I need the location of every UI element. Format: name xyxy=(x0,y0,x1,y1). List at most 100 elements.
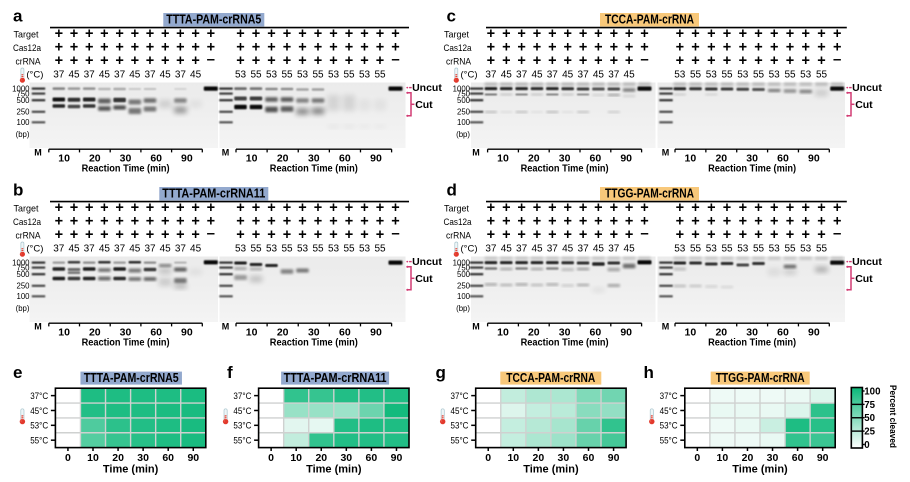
svg-text:+: + xyxy=(502,214,510,230)
svg-text:+: + xyxy=(360,40,368,56)
svg-text:+: + xyxy=(707,227,715,243)
svg-text:+: + xyxy=(563,214,571,230)
svg-text:+: + xyxy=(267,40,275,56)
svg-text:10: 10 xyxy=(717,452,729,464)
svg-text:TTGG-PAM-crRNA: TTGG-PAM-crRNA xyxy=(605,186,694,201)
svg-text:+: + xyxy=(770,40,778,56)
svg-text:+: + xyxy=(723,214,731,230)
svg-text:0: 0 xyxy=(268,452,274,464)
svg-text:45: 45 xyxy=(160,244,172,255)
svg-text:+: + xyxy=(236,200,244,216)
svg-text:Cut: Cut xyxy=(855,273,873,285)
svg-text:f: f xyxy=(227,363,233,382)
svg-text:60: 60 xyxy=(777,326,789,338)
svg-text:+: + xyxy=(100,200,108,216)
svg-text:+: + xyxy=(610,53,618,69)
svg-text:+: + xyxy=(176,227,184,243)
svg-text:+: + xyxy=(176,26,184,42)
svg-text:+: + xyxy=(533,214,541,230)
svg-text:+: + xyxy=(360,26,368,42)
svg-text:+: + xyxy=(131,53,139,69)
svg-text:37: 37 xyxy=(53,70,65,81)
svg-text:+: + xyxy=(833,40,841,56)
svg-text:TTTA-PAM-crRNA11: TTTA-PAM-crRNA11 xyxy=(284,370,387,385)
svg-text:Cas12a: Cas12a xyxy=(13,217,42,228)
svg-text:+: + xyxy=(533,53,541,69)
svg-text:+: + xyxy=(131,227,139,243)
svg-text:60: 60 xyxy=(583,452,595,464)
svg-text:+: + xyxy=(563,40,571,56)
svg-text:45: 45 xyxy=(531,244,543,255)
svg-text:+: + xyxy=(502,40,510,56)
svg-text:+: + xyxy=(70,26,78,42)
svg-text:+: + xyxy=(691,40,699,56)
svg-text:53°C: 53°C xyxy=(451,421,469,432)
svg-text:53: 53 xyxy=(297,70,309,81)
svg-text:+: + xyxy=(236,214,244,230)
svg-text:+: + xyxy=(191,40,199,56)
svg-text:30: 30 xyxy=(767,452,779,464)
svg-text:+: + xyxy=(100,214,108,230)
svg-text:500: 500 xyxy=(16,96,30,105)
svg-text:+: + xyxy=(754,214,762,230)
svg-text:+: + xyxy=(691,214,699,230)
svg-text:45: 45 xyxy=(129,244,141,255)
svg-text:30: 30 xyxy=(137,452,149,464)
svg-text:10: 10 xyxy=(246,152,258,164)
svg-text:20: 20 xyxy=(533,452,545,464)
svg-text:55°C: 55°C xyxy=(451,436,469,447)
svg-text:Cut: Cut xyxy=(415,273,433,285)
svg-text:+: + xyxy=(517,227,525,243)
svg-text:+: + xyxy=(131,214,139,230)
svg-text:37: 37 xyxy=(547,70,559,81)
svg-text:53: 53 xyxy=(359,70,371,81)
svg-text:55: 55 xyxy=(281,70,293,81)
svg-text:30: 30 xyxy=(559,152,571,164)
svg-text:+: + xyxy=(640,200,648,216)
svg-text:Reaction Time (min): Reaction Time (min) xyxy=(82,163,170,174)
svg-text:Uncut: Uncut xyxy=(852,256,882,268)
svg-text:500: 500 xyxy=(457,270,471,279)
svg-text:60: 60 xyxy=(777,152,789,164)
svg-text:TCCA-PAM-crRNA: TCCA-PAM-crRNA xyxy=(506,370,595,385)
svg-text:45: 45 xyxy=(562,70,574,81)
svg-text:+: + xyxy=(754,26,762,42)
svg-text:100: 100 xyxy=(864,386,880,397)
svg-text:20: 20 xyxy=(112,452,124,464)
svg-text:Uncut: Uncut xyxy=(852,82,882,94)
svg-text:(bp): (bp) xyxy=(456,304,470,313)
svg-text:+: + xyxy=(146,26,154,42)
svg-text:+: + xyxy=(283,53,291,69)
svg-text:+: + xyxy=(161,214,169,230)
svg-text:37: 37 xyxy=(516,244,528,255)
svg-text:45: 45 xyxy=(593,244,605,255)
svg-text:+: + xyxy=(517,53,525,69)
svg-text:+: + xyxy=(707,40,715,56)
svg-text:+: + xyxy=(502,227,510,243)
svg-text:37°C: 37°C xyxy=(660,391,678,402)
svg-text:37: 37 xyxy=(53,244,65,255)
svg-text:+: + xyxy=(594,227,602,243)
svg-text:+: + xyxy=(579,227,587,243)
svg-text:20: 20 xyxy=(277,152,289,164)
svg-text:Time (min): Time (min) xyxy=(732,464,788,476)
svg-text:55°C: 55°C xyxy=(30,436,48,447)
svg-text:Target: Target xyxy=(444,30,469,41)
svg-text:53: 53 xyxy=(674,70,686,81)
svg-text:10: 10 xyxy=(58,152,70,164)
svg-text:53: 53 xyxy=(737,244,749,255)
svg-text:–: – xyxy=(391,225,399,242)
svg-text:37°C: 37°C xyxy=(451,391,469,402)
svg-text:+: + xyxy=(801,227,809,243)
svg-text:+: + xyxy=(579,40,587,56)
svg-text:20: 20 xyxy=(89,326,101,338)
svg-text:+: + xyxy=(786,200,794,216)
svg-text:53: 53 xyxy=(674,244,686,255)
svg-text:(°C): (°C) xyxy=(461,244,478,255)
svg-text:+: + xyxy=(267,214,275,230)
svg-text:+: + xyxy=(487,53,495,69)
svg-text:90: 90 xyxy=(370,326,382,338)
svg-text:+: + xyxy=(115,227,123,243)
svg-text:Uncut: Uncut xyxy=(412,82,442,94)
svg-text:53: 53 xyxy=(235,70,247,81)
